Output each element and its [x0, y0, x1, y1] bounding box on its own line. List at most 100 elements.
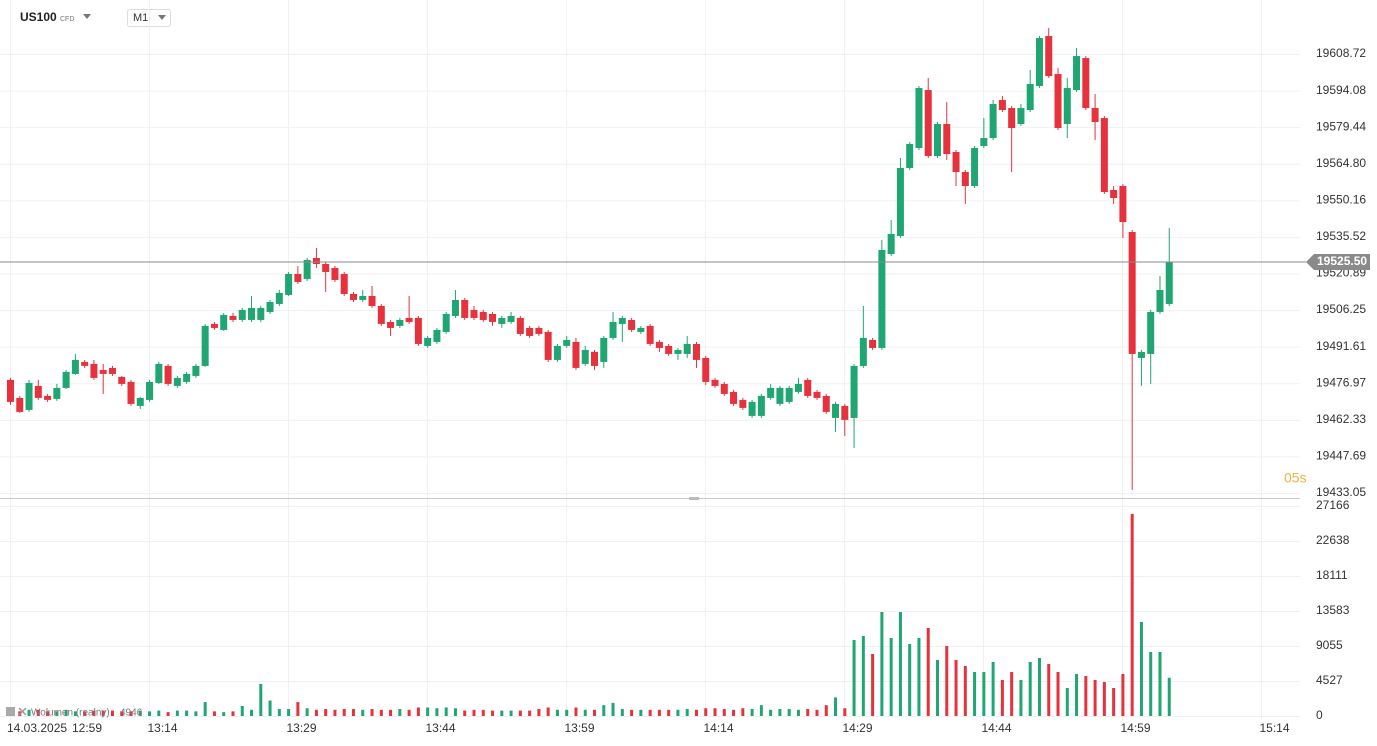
volume-bar — [1065, 687, 1069, 716]
candle-body — [757, 395, 765, 416]
candle-body — [25, 382, 33, 410]
volume-bar — [546, 707, 550, 716]
volume-legend: Wolumen (realny) 4946 — [6, 707, 143, 719]
legend-icon[interactable] — [6, 707, 15, 716]
candle-body — [108, 367, 116, 374]
candle-body — [943, 124, 951, 155]
volume-bar — [898, 611, 902, 716]
candle-body — [71, 359, 79, 374]
candle-body — [1054, 74, 1062, 129]
y-tick-label: 19535.52 — [1316, 229, 1366, 243]
volume-bar — [1112, 687, 1116, 716]
volume-bar — [379, 709, 383, 716]
volume-bar — [509, 710, 513, 716]
volume-tick-label: 0 — [1316, 708, 1323, 722]
candle-body — [331, 267, 339, 280]
volume-bar — [333, 709, 337, 716]
volume-bar — [361, 709, 365, 716]
volume-bar — [620, 709, 624, 716]
candle-body — [424, 337, 432, 346]
symbol-dropdown[interactable] — [83, 14, 91, 19]
candle-body — [1073, 56, 1081, 91]
volume-bar — [444, 707, 448, 716]
candle-body — [303, 259, 311, 279]
candle-body — [312, 257, 320, 264]
volume-bar — [1037, 657, 1041, 716]
volume-bar — [667, 709, 671, 716]
candle-body — [7, 379, 14, 402]
candle-body — [248, 307, 256, 320]
candle-body — [934, 124, 941, 157]
candle-body — [637, 327, 645, 332]
volume-bar — [166, 712, 170, 716]
candle-body — [53, 387, 61, 399]
volume-bar — [555, 709, 559, 716]
date-label: 14.03.2025 — [7, 721, 67, 735]
candle-body — [387, 321, 395, 328]
volume-bar — [314, 709, 318, 716]
volume-bar — [500, 710, 504, 716]
candle-body — [878, 249, 886, 348]
volume-bar — [824, 705, 828, 716]
candle-body — [1035, 38, 1043, 87]
x-tick-label: 14:44 — [982, 721, 1012, 735]
candle-body — [62, 371, 70, 388]
volume-bar — [268, 700, 272, 716]
candle-body — [1045, 36, 1053, 77]
volume-bar — [537, 709, 541, 716]
candle-body — [1091, 108, 1099, 123]
volume-bar — [27, 709, 31, 716]
candle-body — [173, 377, 181, 386]
last-price-label: 19525.50 — [1317, 254, 1367, 268]
candle-body — [1063, 88, 1071, 125]
last-price-tag — [1306, 253, 1370, 270]
symbol[interactable]: US100 — [20, 10, 57, 24]
volume-bar — [593, 709, 597, 716]
volume-bar — [148, 711, 152, 716]
volume-bar — [602, 705, 606, 716]
interval[interactable]: M1 — [133, 12, 148, 24]
candle-body — [822, 395, 830, 412]
volume-bar — [1010, 671, 1014, 716]
candle-body — [99, 369, 107, 374]
candle-body — [1165, 261, 1173, 304]
candle-body — [1100, 118, 1108, 192]
candle-body — [952, 152, 960, 173]
volume-bar — [889, 637, 893, 716]
candle-body — [711, 379, 719, 386]
candle-body — [665, 345, 673, 354]
candle-body — [1082, 58, 1090, 109]
legend-close[interactable] — [18, 707, 27, 716]
candle-body — [971, 148, 979, 187]
volume-bar — [676, 709, 680, 716]
candle-body — [535, 327, 543, 334]
volume-bar — [296, 702, 300, 716]
candle-body — [618, 317, 626, 324]
volume-bar — [1075, 673, 1079, 716]
candle-body — [785, 387, 793, 402]
candle-body — [1119, 186, 1127, 222]
x-tick-label: 13:14 — [148, 721, 178, 735]
volume-bar — [305, 708, 309, 716]
candle-body — [340, 273, 348, 294]
x-tick-label: 14:59 — [1121, 721, 1151, 735]
pane-resize-handle[interactable] — [689, 497, 699, 500]
volume-bar — [1056, 671, 1060, 716]
candle-body — [136, 397, 144, 406]
volume-bar — [1028, 661, 1032, 716]
volume-bar — [481, 709, 485, 716]
y-tick-label: 19564.80 — [1316, 156, 1366, 170]
candle-body — [266, 301, 274, 312]
volume-bar — [175, 710, 179, 716]
candle-body — [1026, 84, 1034, 111]
volume-bar — [231, 711, 235, 716]
volume-bar — [194, 711, 198, 716]
volume-bar — [518, 710, 522, 716]
interval-dropdown[interactable] — [158, 15, 166, 20]
volume-bar — [528, 710, 532, 716]
volume-bar — [982, 671, 986, 716]
volume-bar — [685, 709, 689, 716]
volume-bar — [1102, 681, 1106, 716]
y-tick-label: 19594.08 — [1316, 83, 1366, 97]
